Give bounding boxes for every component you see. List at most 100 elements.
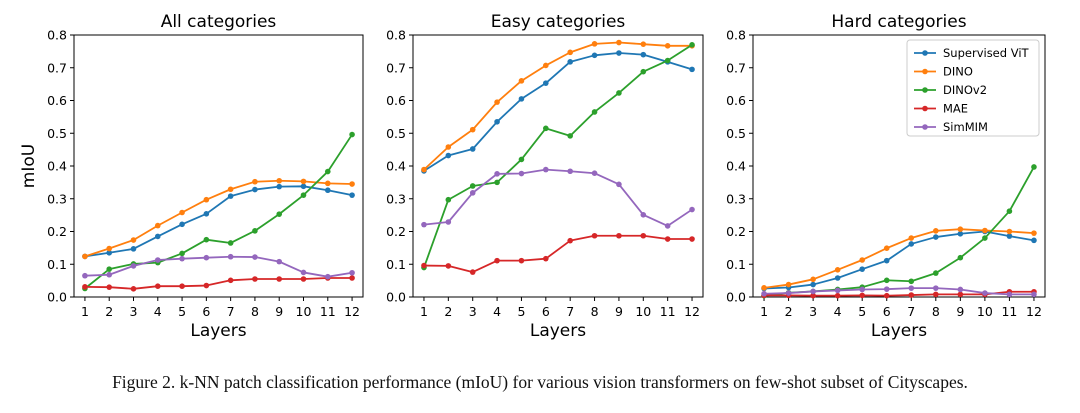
y-tick-label: 0.4 bbox=[47, 159, 67, 174]
data-point bbox=[567, 168, 573, 175]
data-point bbox=[908, 241, 915, 247]
data-point bbox=[349, 192, 355, 198]
data-point bbox=[834, 292, 841, 299]
data-point bbox=[933, 228, 939, 234]
data-point bbox=[908, 278, 915, 285]
x-tick-label: 10 bbox=[977, 304, 993, 319]
data-point bbox=[1031, 164, 1037, 170]
data-point bbox=[591, 52, 598, 59]
data-point bbox=[689, 66, 695, 73]
data-point bbox=[276, 258, 283, 265]
data-point bbox=[130, 286, 137, 292]
data-point bbox=[543, 255, 549, 262]
data-point bbox=[494, 179, 500, 186]
x-tick-label: 1 bbox=[81, 304, 89, 319]
legend-swatch-marker bbox=[922, 105, 928, 112]
series-line-dino bbox=[423, 41, 693, 171]
data-point bbox=[252, 178, 258, 185]
y-tick-label: 0.0 bbox=[47, 290, 67, 305]
y-tick-label: 0.0 bbox=[386, 290, 406, 305]
legend-entry: MAE bbox=[943, 102, 968, 116]
data-point bbox=[543, 62, 549, 69]
series-simmim bbox=[82, 253, 355, 280]
data-point bbox=[300, 269, 307, 276]
data-point bbox=[494, 118, 500, 125]
data-point bbox=[859, 286, 865, 293]
x-tick-label: 11 bbox=[660, 304, 676, 319]
x-tick-label: 5 bbox=[178, 304, 186, 319]
data-point bbox=[469, 183, 476, 189]
data-point bbox=[567, 59, 573, 65]
data-point bbox=[908, 285, 915, 291]
data-point bbox=[1031, 230, 1037, 236]
data-point bbox=[957, 286, 964, 293]
data-point bbox=[640, 51, 647, 58]
data-point bbox=[591, 170, 598, 177]
data-point bbox=[616, 50, 622, 56]
series-line-dinov2 bbox=[84, 134, 353, 290]
data-point bbox=[469, 146, 476, 152]
data-point bbox=[567, 49, 573, 56]
data-point bbox=[349, 181, 355, 187]
data-point bbox=[640, 68, 647, 75]
data-point bbox=[421, 221, 427, 228]
data-point bbox=[689, 206, 695, 213]
series-mae bbox=[421, 232, 695, 275]
data-point bbox=[227, 240, 234, 246]
x-tick-label: 4 bbox=[834, 304, 842, 319]
data-point bbox=[834, 267, 841, 273]
x-axis-label: Layers bbox=[530, 321, 586, 341]
x-tick-label: 9 bbox=[275, 304, 283, 319]
legend-swatch-marker bbox=[922, 68, 928, 75]
x-tick-label: 7 bbox=[907, 304, 915, 319]
data-point bbox=[82, 284, 88, 290]
data-point bbox=[640, 41, 647, 47]
x-tick-label: 12 bbox=[344, 304, 360, 319]
data-point bbox=[933, 291, 939, 298]
y-tick-label: 0.2 bbox=[726, 224, 746, 239]
x-tick-label: 2 bbox=[444, 304, 452, 319]
data-point bbox=[494, 257, 500, 264]
data-point bbox=[203, 196, 210, 203]
x-axis-label: Layers bbox=[190, 321, 246, 341]
figure-caption: Figure 2. k-NN patch classification perf… bbox=[112, 372, 968, 392]
data-point bbox=[300, 178, 307, 185]
series-simmim bbox=[421, 166, 695, 229]
y-tick-label: 0.7 bbox=[386, 60, 406, 75]
data-point bbox=[1031, 291, 1037, 298]
data-point bbox=[518, 170, 525, 177]
data-point bbox=[106, 284, 113, 290]
x-tick-label: 11 bbox=[1001, 304, 1017, 319]
data-point bbox=[445, 219, 452, 225]
data-point bbox=[543, 80, 549, 86]
data-point bbox=[276, 177, 283, 184]
data-point bbox=[445, 152, 452, 159]
data-point bbox=[1006, 233, 1013, 239]
data-point bbox=[810, 281, 816, 288]
y-tick-label: 0.3 bbox=[47, 191, 67, 206]
data-point bbox=[469, 190, 476, 196]
data-point bbox=[591, 41, 598, 47]
series-line-simmim bbox=[764, 287, 1034, 296]
y-tick-label: 0.0 bbox=[726, 290, 746, 305]
data-point bbox=[859, 266, 865, 272]
data-point bbox=[154, 257, 161, 263]
data-point bbox=[834, 275, 841, 281]
x-tick-label: 11 bbox=[320, 304, 336, 319]
x-tick-label: 4 bbox=[154, 304, 162, 319]
y-tick-label: 0.3 bbox=[386, 191, 406, 206]
y-tick-label: 0.5 bbox=[726, 126, 746, 141]
data-point bbox=[1031, 237, 1037, 244]
x-tick-label: 7 bbox=[227, 304, 235, 319]
data-point bbox=[82, 253, 88, 260]
data-point bbox=[957, 291, 964, 298]
x-tick-label: 6 bbox=[542, 304, 550, 319]
data-point bbox=[421, 166, 427, 173]
x-tick-label: 8 bbox=[932, 304, 940, 319]
data-point bbox=[1006, 291, 1013, 298]
y-tick-label: 0.4 bbox=[726, 159, 746, 174]
data-point bbox=[567, 133, 573, 139]
series-line-simmim bbox=[84, 255, 353, 278]
y-tick-label: 0.8 bbox=[386, 28, 406, 43]
